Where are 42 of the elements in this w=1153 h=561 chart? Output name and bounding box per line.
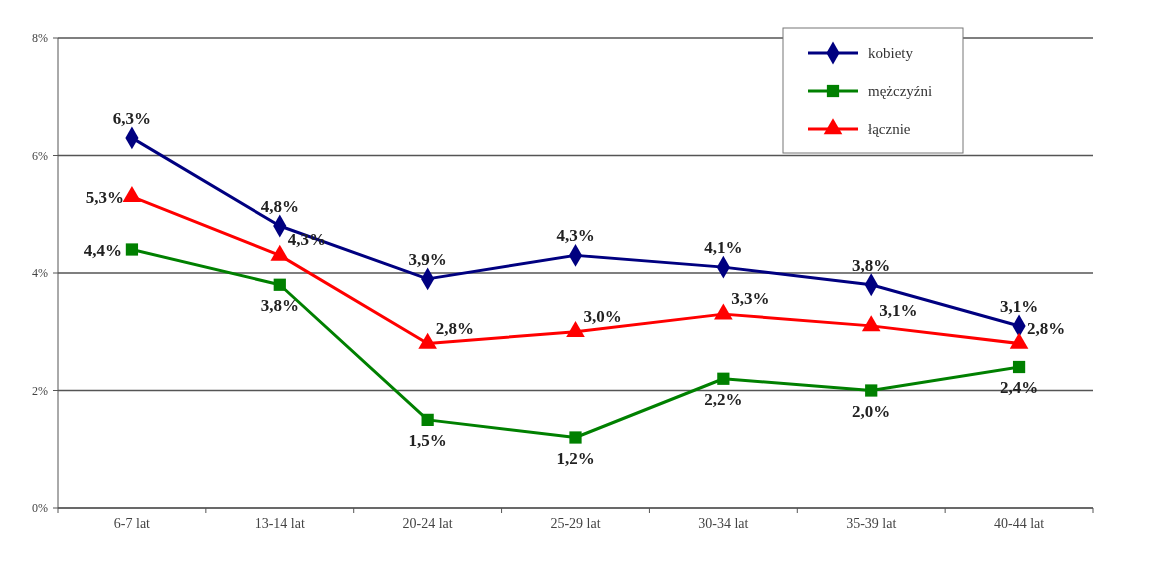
point: [569, 431, 582, 444]
y-tick-label: 6%: [32, 148, 48, 163]
data-label: 1,2%: [556, 448, 595, 468]
data-label: 2,0%: [852, 401, 891, 421]
data-label: 4,3%: [287, 230, 327, 250]
data-label: 3,1%: [999, 296, 1039, 316]
data-label: 2,2%: [704, 389, 743, 409]
data-label: 1,5%: [408, 430, 447, 450]
point: [421, 413, 434, 426]
data-label: 5,3%: [85, 187, 124, 207]
y-tick-label: 2%: [32, 383, 48, 398]
point: [125, 243, 139, 256]
data-label: 4,3%: [556, 226, 595, 246]
data-label: 3,3%: [731, 289, 770, 309]
x-tick-label: 20-24 lat: [402, 516, 453, 531]
data-label: 3,1%: [879, 300, 918, 320]
data-label: 4,4%: [83, 240, 122, 260]
y-tick-label: 0%: [32, 501, 48, 515]
x-tick-label: 25-29 lat: [550, 516, 601, 531]
data-label: 3,8%: [260, 295, 299, 315]
data-label: 3,8%: [852, 255, 891, 275]
legend-label: mężczyźni: [868, 83, 933, 99]
data-label: 3,0%: [583, 306, 622, 326]
x-tick-label: 35-39 lat: [846, 516, 897, 531]
point: [1012, 360, 1026, 374]
data-label: 2,8%: [435, 318, 474, 338]
y-tick-label: 4%: [32, 266, 48, 280]
legend-label: łącznie: [868, 121, 911, 137]
data-label: 6,3%: [112, 108, 152, 128]
data-label: 2,8%: [1027, 318, 1066, 338]
x-tick-label: 13-14 lat: [254, 516, 305, 531]
point: [273, 278, 286, 291]
point: [865, 384, 878, 397]
x-tick-label: 40-44 lat: [993, 516, 1045, 531]
x-tick-label: 6-7 lat: [113, 516, 151, 531]
point: [717, 372, 730, 385]
data-label: 4,1%: [704, 238, 743, 258]
data-label: 4,8%: [260, 197, 299, 216]
y-tick-label: 8%: [32, 31, 48, 45]
x-tick-label: 30-34 lat: [698, 516, 749, 531]
data-label: 3,9%: [408, 249, 447, 269]
legend-label: kobiety: [868, 45, 914, 61]
